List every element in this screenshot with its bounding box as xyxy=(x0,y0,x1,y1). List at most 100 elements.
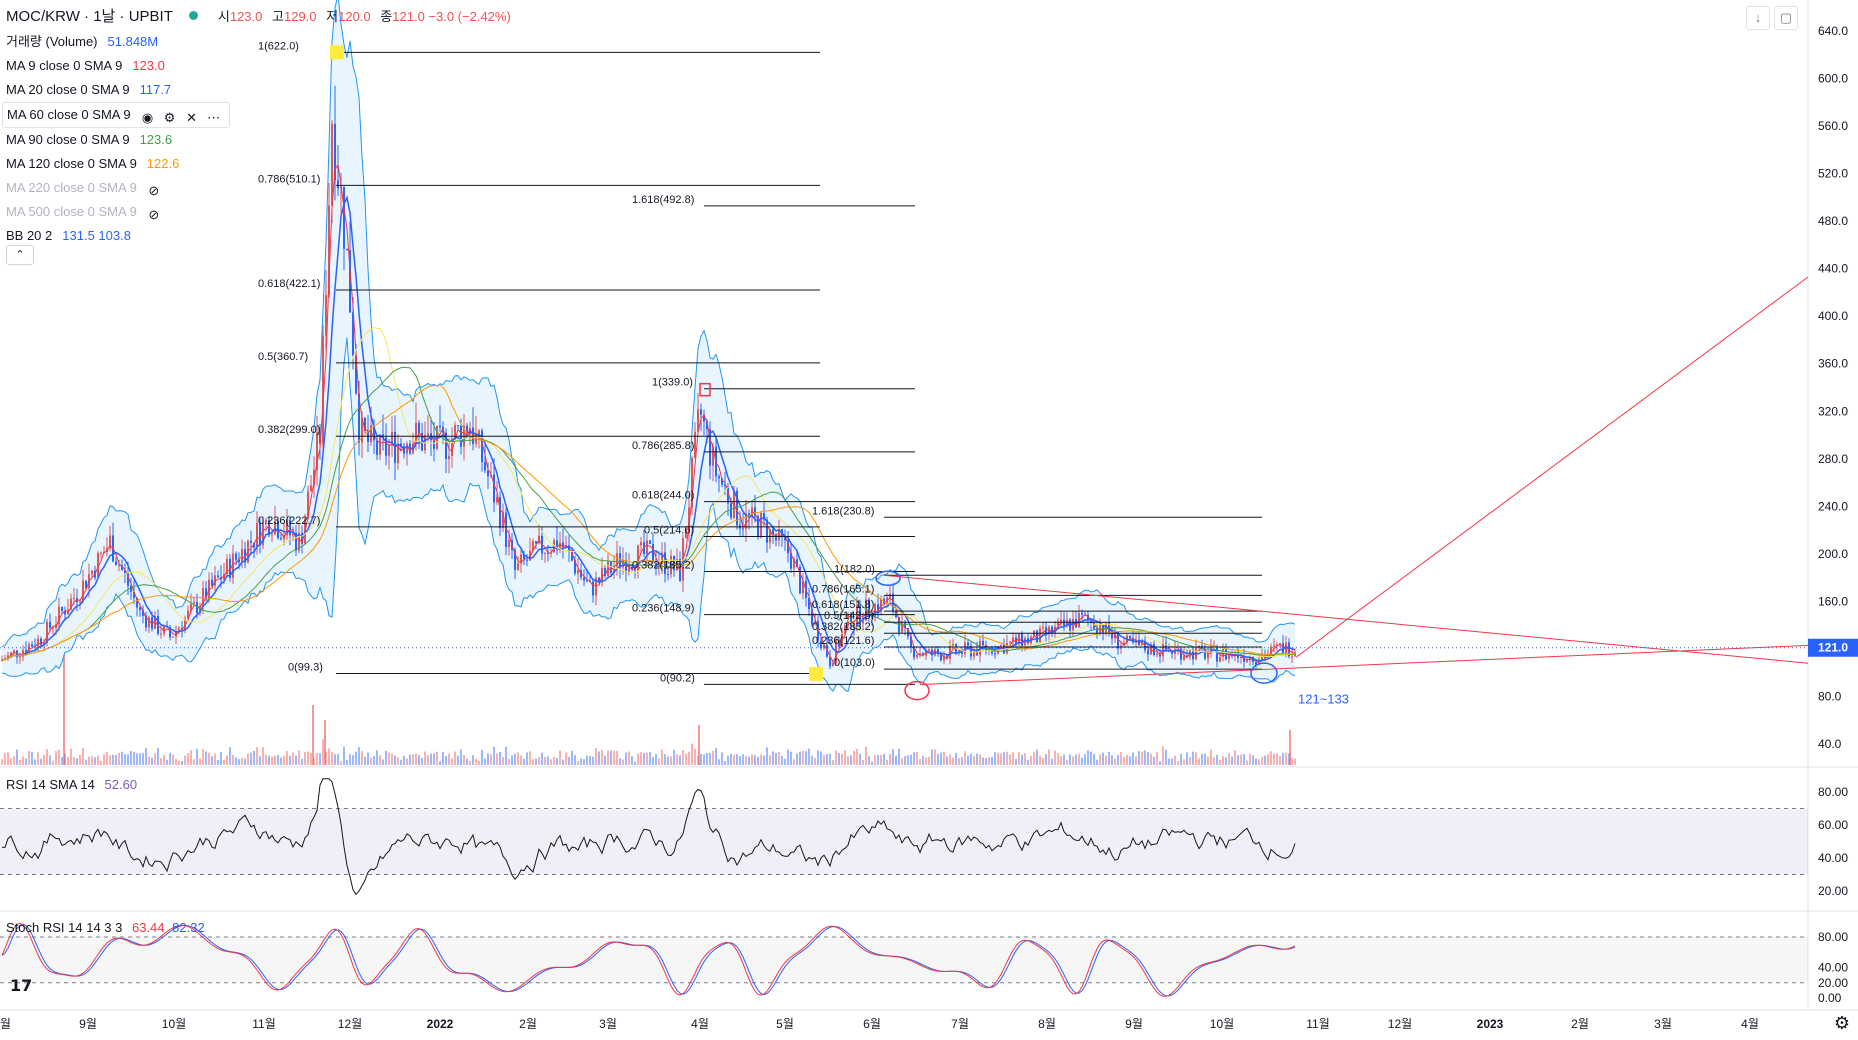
volume-bar xyxy=(943,751,945,765)
candle-body xyxy=(13,650,15,653)
candle-body xyxy=(970,645,972,657)
candle-body xyxy=(331,123,333,206)
gear-icon[interactable]: ⚙ xyxy=(163,110,176,125)
fullscreen-icon[interactable]: ▢ xyxy=(1774,6,1798,30)
volume-bar xyxy=(577,761,579,765)
volume-bar xyxy=(1018,752,1020,765)
volume-bar xyxy=(118,752,120,765)
rsi-value: 52.60 xyxy=(104,777,138,792)
volume-bar xyxy=(1195,752,1197,765)
candle-body xyxy=(280,537,282,540)
candle-body xyxy=(1255,662,1257,665)
legend-value: 123.0 xyxy=(132,58,165,73)
symbol-title[interactable]: MOC/KRW · 1날 · UPBIT xyxy=(6,8,173,25)
legend-ma9[interactable]: MA 9 close 0 SMA 9 123.0 xyxy=(6,54,230,78)
legend-ma90[interactable]: MA 90 close 0 SMA 9 123.6 xyxy=(6,128,230,152)
legend-ma60[interactable]: MA 60 close 0 SMA 9 ◉ ⚙ ✕ ⋯ xyxy=(2,102,230,128)
candle-body xyxy=(265,519,267,523)
volume-bar xyxy=(1072,756,1074,765)
legend-ma120[interactable]: MA 120 close 0 SMA 9 122.6 xyxy=(6,152,230,176)
candle-body xyxy=(388,444,390,456)
settings-gear-icon[interactable]: ⚙ xyxy=(1833,1013,1850,1033)
volume-bar xyxy=(745,756,747,765)
volume-bar xyxy=(562,759,564,765)
price-tick-label: 240.0 xyxy=(1818,499,1848,513)
volume-bar xyxy=(700,754,702,765)
stoch-k-value: 63.44 xyxy=(131,920,165,935)
candle-body xyxy=(508,539,510,548)
candle-body xyxy=(1204,648,1206,659)
volume-bar xyxy=(211,756,213,765)
volume-bar xyxy=(1246,760,1248,765)
volume-bar xyxy=(1099,754,1101,765)
candle-body xyxy=(604,568,606,576)
bollinger-band-fill xyxy=(2,0,1295,692)
price-tick-label: 640.0 xyxy=(1818,24,1848,38)
volume-bar xyxy=(1282,752,1284,765)
candle-body xyxy=(766,519,768,543)
legend-ma20[interactable]: MA 20 close 0 SMA 9 117.7 xyxy=(6,78,230,102)
volume-bar xyxy=(706,752,708,765)
stoch-legend: Stoch RSI 14 14 3 3 63.44 82.32 xyxy=(6,920,205,935)
candle-body xyxy=(229,558,231,578)
eye-hidden-icon[interactable]: ⊘ xyxy=(148,183,160,198)
candle-body xyxy=(1264,656,1266,658)
volume-bar xyxy=(520,755,522,765)
candle-body xyxy=(349,250,351,313)
volume-bar xyxy=(214,753,216,765)
volume-bar xyxy=(151,757,153,765)
volume-bar xyxy=(226,755,228,765)
volume-bar xyxy=(1180,753,1182,765)
volume-bar xyxy=(586,755,588,765)
rsi-tick-label: 80.00 xyxy=(1818,785,1848,799)
volume-bar xyxy=(241,757,243,765)
legend-volume[interactable]: 거래량 (Volume) 51.848M xyxy=(6,30,230,54)
volume-bar xyxy=(598,751,600,765)
volume-bar xyxy=(370,757,372,765)
close-icon[interactable]: ✕ xyxy=(186,110,198,125)
legend-label: MA 90 close 0 SMA 9 xyxy=(6,132,130,147)
legend-ma500[interactable]: MA 500 close 0 SMA 9 ⊘ xyxy=(6,200,230,224)
volume-bar xyxy=(271,756,273,765)
candle-body xyxy=(433,440,435,449)
eye-icon[interactable]: ◉ xyxy=(141,110,154,125)
volume-bar xyxy=(415,753,417,765)
volume-bar xyxy=(70,748,72,765)
candle-body xyxy=(1021,633,1023,648)
volume-bar xyxy=(1087,750,1089,765)
eye-hidden-icon[interactable]: ⊘ xyxy=(148,207,160,222)
more-icon[interactable]: ⋯ xyxy=(207,110,221,125)
volume-bar xyxy=(217,760,219,765)
candle-body xyxy=(139,607,141,611)
volume-bar xyxy=(346,760,348,765)
volume-bar xyxy=(355,751,357,765)
download-icon[interactable]: ↓ xyxy=(1746,6,1770,30)
volume-bar xyxy=(1267,754,1269,765)
candle-body xyxy=(448,455,450,460)
tradingview-logo-icon[interactable]: 17 xyxy=(10,976,33,995)
candle-body xyxy=(235,553,237,560)
candle-body xyxy=(148,617,150,628)
candle-body xyxy=(40,638,42,645)
volume-bar xyxy=(1120,752,1122,765)
fib-level-label: 0.236(148.9) xyxy=(632,603,694,615)
legend-ma220[interactable]: MA 220 close 0 SMA 9 ⊘ xyxy=(6,176,230,200)
candle-body xyxy=(31,644,33,647)
stoch-label: Stoch RSI 14 14 3 3 xyxy=(6,920,123,935)
candle-body xyxy=(145,615,147,628)
candle-body xyxy=(1,659,3,661)
volume-bar xyxy=(37,752,39,765)
volume-bar xyxy=(202,749,204,765)
volume-bar xyxy=(646,752,648,765)
candle-body xyxy=(565,545,567,548)
candle-body xyxy=(22,649,24,657)
candle-body xyxy=(289,519,291,536)
volume-bar xyxy=(643,753,645,765)
legend-bb[interactable]: BB 20 2 131.5 103.8 xyxy=(6,224,230,248)
volume-bar xyxy=(46,749,48,765)
candle-body xyxy=(901,622,903,633)
collapse-legend-button[interactable]: ⌃ xyxy=(6,245,34,265)
volume-bar xyxy=(190,750,192,765)
candle-body xyxy=(325,295,327,336)
